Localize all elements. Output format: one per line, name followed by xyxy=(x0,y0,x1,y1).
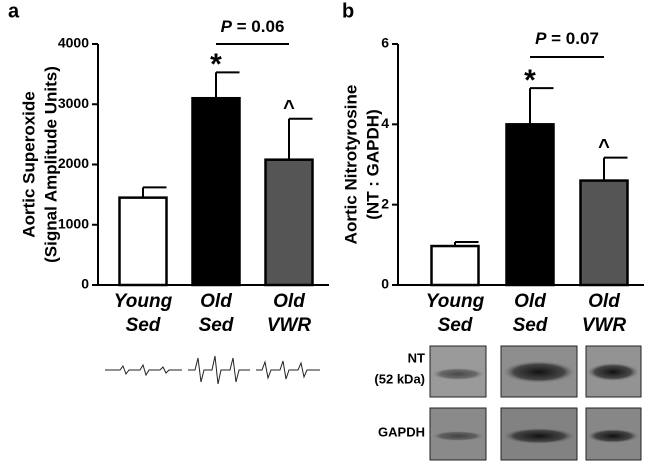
y-tick-label: 0 xyxy=(381,276,389,292)
significance-marker: * xyxy=(524,64,536,97)
epr-traces xyxy=(105,355,320,385)
y-axis-title: Aortic Superoxide xyxy=(19,91,38,237)
western-blots xyxy=(429,345,642,461)
p-value: = 0.06 xyxy=(232,17,284,36)
p-value-annotation: P = 0.07 xyxy=(535,29,599,48)
x-tick-label: Young xyxy=(426,291,485,312)
x-tick-label: Old xyxy=(200,291,232,312)
significance-marker: * xyxy=(210,48,222,81)
p-symbol: P xyxy=(535,29,547,48)
y-tick-label: 2000 xyxy=(58,155,89,171)
p-symbol: P xyxy=(221,17,233,36)
blot-label: NT xyxy=(408,350,425,365)
panel-label: a xyxy=(8,0,20,22)
x-tick-label: Sed xyxy=(438,315,473,336)
y-tick-label: 2 xyxy=(381,195,389,211)
bar xyxy=(118,196,168,287)
p-value-annotation: P = 0.06 xyxy=(221,17,285,36)
significance-marker: ^ xyxy=(598,136,610,158)
bar xyxy=(579,179,629,287)
y-tick-label: 4 xyxy=(381,115,389,131)
blot-label: (52 kDa) xyxy=(374,371,425,386)
bar xyxy=(264,158,314,287)
x-tick-label: Old xyxy=(273,291,305,312)
bar xyxy=(430,244,480,287)
bar xyxy=(191,96,241,287)
x-tick-label: Sed xyxy=(126,315,161,336)
x-tick-label: Young xyxy=(114,291,173,312)
significance-marker: ^ xyxy=(283,97,295,119)
panel-label: b xyxy=(342,0,354,22)
y-tick-label: 4000 xyxy=(58,35,89,51)
x-tick-label: Sed xyxy=(199,315,234,336)
x-tick-label: Old xyxy=(514,291,546,312)
x-tick-label: Old xyxy=(588,291,620,312)
y-tick-label: 1000 xyxy=(58,215,89,231)
x-tick-label: Sed xyxy=(513,315,548,336)
y-tick-label: 0 xyxy=(81,276,89,292)
p-value: = 0.07 xyxy=(546,29,598,48)
bar xyxy=(505,123,555,287)
x-tick-label: VWR xyxy=(267,315,312,336)
blot-label: GAPDH xyxy=(378,424,425,439)
y-axis-title: Aortic Nitrotyrosine xyxy=(341,85,360,245)
x-tick-label: VWR xyxy=(582,315,627,336)
y-tick-label: 6 xyxy=(381,35,389,51)
y-tick-label: 3000 xyxy=(58,95,89,111)
y-axis-title: (Signal Amplitude Units) xyxy=(41,66,60,263)
y-axis-title: (NT : GAPDH) xyxy=(363,109,382,219)
